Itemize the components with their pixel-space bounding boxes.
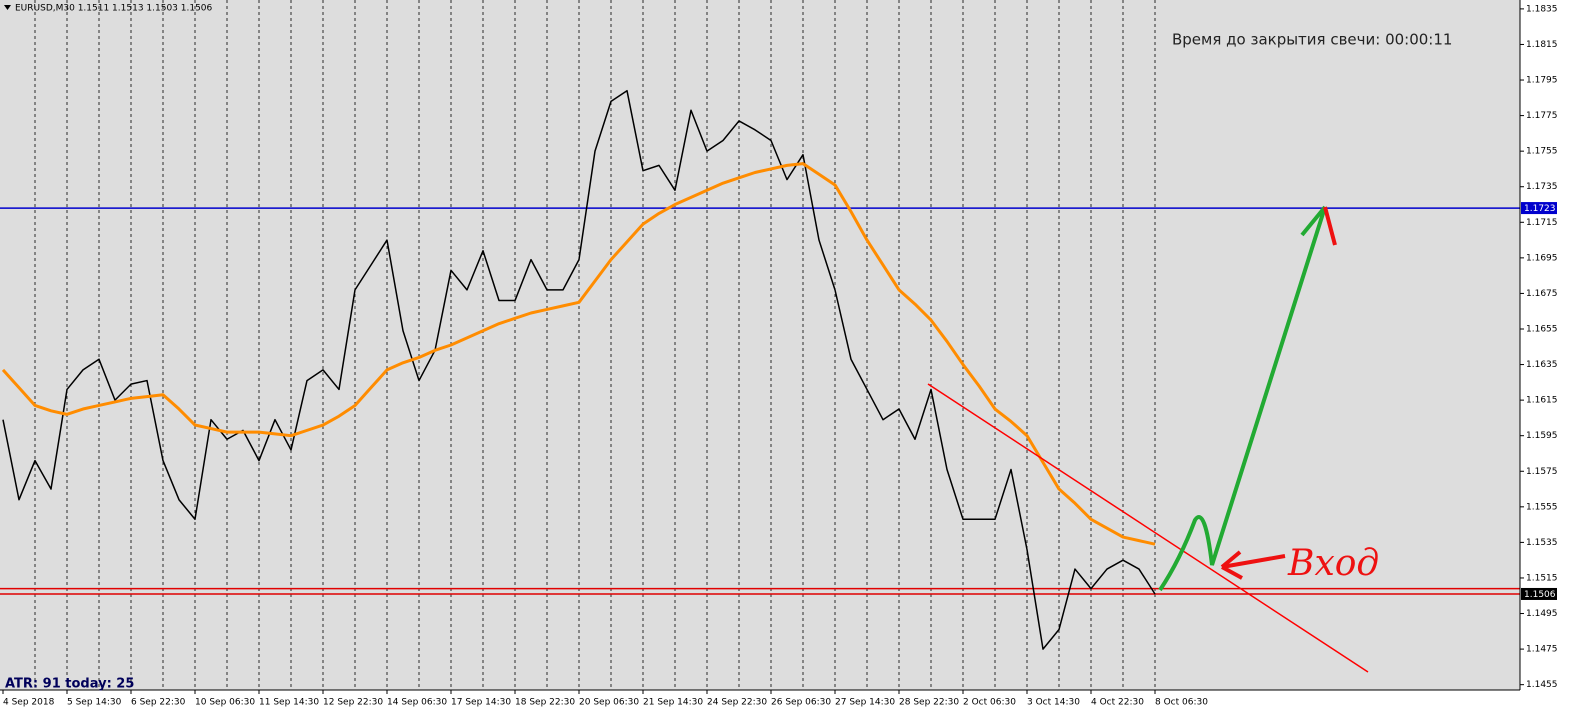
forecast-arrow bbox=[1158, 206, 1327, 592]
y-tick-label: 1.1755 bbox=[1526, 147, 1558, 157]
y-tick-label: 1.1475 bbox=[1526, 645, 1558, 655]
arrow-head bbox=[1323, 206, 1337, 246]
x-tick-label: 28 Sep 22:30 bbox=[899, 698, 959, 708]
plot-background bbox=[0, 0, 1520, 690]
x-tick-label: 12 Sep 22:30 bbox=[323, 698, 383, 708]
x-tick-label: 4 Sep 2018 bbox=[3, 698, 55, 708]
y-tick-label: 1.1615 bbox=[1526, 396, 1558, 406]
y-tick-label: 1.1635 bbox=[1526, 360, 1558, 370]
x-tick-label: 14 Sep 06:30 bbox=[387, 698, 447, 708]
menu-icon bbox=[4, 5, 11, 10]
y-tick-label: 1.1695 bbox=[1526, 253, 1558, 263]
y-tick-label: 1.1675 bbox=[1526, 289, 1558, 299]
x-tick-label: 6 Sep 22:30 bbox=[131, 698, 186, 708]
x-tick-label: 8 Oct 06:30 bbox=[1155, 698, 1208, 708]
y-tick-label: 1.1815 bbox=[1526, 40, 1558, 50]
x-tick-label: 18 Sep 22:30 bbox=[515, 698, 575, 708]
level-label: 1.1506 bbox=[1524, 590, 1556, 600]
price-line bbox=[1, 162, 1156, 546]
grid bbox=[34, 0, 1156, 690]
y-tick-label: 1.1715 bbox=[1526, 218, 1558, 228]
y-tick-label: 1.1655 bbox=[1526, 324, 1558, 334]
y-tick-label: 1.1795 bbox=[1526, 76, 1558, 86]
price-line bbox=[2, 89, 1156, 650]
y-tick-label: 1.1775 bbox=[1526, 111, 1558, 121]
y-tick-label: 1.1575 bbox=[1526, 467, 1558, 477]
x-tick-label: 11 Sep 14:30 bbox=[259, 698, 319, 708]
candle-timer: Время до закрытия свечи: 00:00:11 bbox=[1172, 31, 1452, 49]
x-tick-label: 21 Sep 14:30 bbox=[643, 698, 703, 708]
level-label: 1.1723 bbox=[1524, 204, 1556, 214]
x-tick-label: 10 Sep 06:30 bbox=[195, 698, 255, 708]
y-tick-label: 1.1555 bbox=[1526, 502, 1558, 512]
x-tick-label: 27 Sep 14:30 bbox=[835, 698, 895, 708]
x-tick-label: 5 Sep 14:30 bbox=[67, 698, 122, 708]
entry-label: Вход bbox=[1287, 543, 1379, 584]
level-label-box bbox=[1521, 587, 1557, 600]
y-tick-label: 1.1535 bbox=[1526, 538, 1558, 548]
trend-line bbox=[927, 383, 1369, 673]
x-tick-label: 4 Oct 22:30 bbox=[1091, 698, 1144, 708]
x-tick-label: 2 Oct 06:30 bbox=[963, 698, 1016, 708]
y-tick-label: 1.1495 bbox=[1526, 609, 1558, 619]
y-tick-label: 1.1455 bbox=[1526, 680, 1558, 690]
y-tick-label: 1.1835 bbox=[1526, 4, 1558, 14]
x-tick-label: 20 Sep 06:30 bbox=[579, 698, 639, 708]
x-tick-label: 26 Sep 06:30 bbox=[771, 698, 831, 708]
arrow-head bbox=[1300, 205, 1327, 237]
y-tick-label: 1.1595 bbox=[1526, 431, 1558, 441]
level-label-box bbox=[1521, 202, 1557, 215]
symbol-info: EURUSD,M30 1.1511 1.1513 1.1503 1.1506 bbox=[15, 4, 213, 14]
y-tick-label: 1.1515 bbox=[1526, 573, 1558, 583]
atr-indicator: ATR: 91 today: 25 bbox=[5, 677, 134, 692]
x-tick-label: 3 Oct 14:30 bbox=[1027, 698, 1080, 708]
entry-arrow bbox=[1220, 550, 1286, 580]
x-tick-label: 24 Sep 22:30 bbox=[707, 698, 767, 708]
y-tick-label: 1.1735 bbox=[1526, 182, 1558, 192]
lines bbox=[0, 89, 1520, 650]
x-tick-label: 17 Sep 14:30 bbox=[451, 698, 511, 708]
